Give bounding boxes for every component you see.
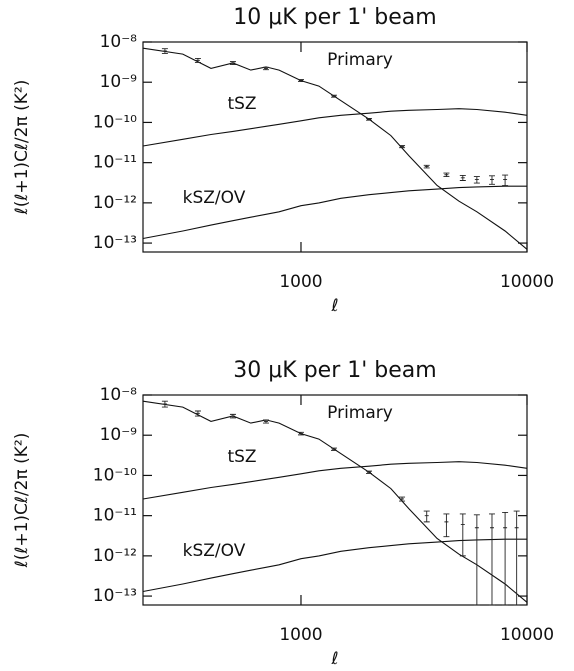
error-bar bbox=[194, 57, 201, 63]
series-label: tSZ bbox=[227, 447, 256, 467]
y-axis-label: ℓ(ℓ+1)Cℓ/2π (K²) bbox=[12, 80, 32, 216]
plot-frame bbox=[142, 394, 528, 606]
error-bar bbox=[229, 413, 236, 419]
y-tick-label: 10⁻⁸ bbox=[100, 385, 138, 405]
error-bar bbox=[331, 447, 338, 451]
y-tick-label: 10⁻¹³ bbox=[93, 233, 137, 253]
error-bar bbox=[459, 513, 466, 557]
error-bar bbox=[473, 514, 480, 606]
error-bar bbox=[443, 172, 450, 178]
series-label: kSZ/OV bbox=[183, 541, 246, 561]
y-tick-label: 10⁻¹³ bbox=[93, 586, 137, 606]
x-tick-label: 10000 bbox=[500, 272, 554, 292]
error-bar bbox=[161, 48, 168, 54]
error-bar bbox=[502, 512, 509, 606]
plot-frame bbox=[142, 41, 528, 253]
y-tick-label: 10⁻¹⁰ bbox=[93, 112, 137, 132]
error-bar bbox=[366, 470, 373, 474]
y-tick-label: 10⁻¹¹ bbox=[93, 506, 137, 526]
error-bar bbox=[161, 400, 168, 408]
error-bar bbox=[262, 66, 269, 71]
series-label: Primary bbox=[327, 50, 393, 70]
error-bar bbox=[488, 175, 495, 185]
error-bar bbox=[423, 510, 430, 523]
error-bar bbox=[194, 410, 201, 417]
error-bar bbox=[297, 79, 304, 82]
series-line bbox=[142, 400, 528, 603]
series-label: kSZ/OV bbox=[183, 188, 246, 208]
y-tick-label: 10⁻⁹ bbox=[100, 72, 138, 92]
error-bar bbox=[229, 61, 236, 65]
x-axis-label: ℓ bbox=[330, 649, 338, 669]
series-line bbox=[142, 538, 527, 593]
error-bar bbox=[423, 164, 430, 169]
error-bar bbox=[331, 94, 338, 98]
error-bar bbox=[488, 513, 495, 606]
error-bar bbox=[443, 513, 450, 538]
y-tick-label: 10⁻⁹ bbox=[100, 425, 138, 445]
panel-title: 10 μK per 1' beam bbox=[233, 5, 436, 30]
y-axis-label: ℓ(ℓ+1)Cℓ/2π (K²) bbox=[12, 433, 32, 569]
x-tick-label: 10000 bbox=[500, 625, 554, 645]
x-tick-label: 1000 bbox=[279, 272, 322, 292]
series-label: Primary bbox=[327, 403, 393, 423]
x-axis-label: ℓ bbox=[330, 296, 338, 316]
series-label: tSZ bbox=[227, 94, 256, 114]
error-bar bbox=[513, 510, 520, 606]
error-bar bbox=[366, 117, 373, 121]
series-line bbox=[142, 461, 528, 500]
series-line bbox=[142, 108, 528, 147]
error-bar bbox=[297, 431, 304, 436]
y-tick-label: 10⁻¹⁰ bbox=[93, 465, 137, 485]
error-bar bbox=[399, 145, 406, 149]
error-bar bbox=[399, 496, 406, 502]
error-bar bbox=[502, 174, 509, 186]
panel-title: 30 μK per 1' beam bbox=[233, 358, 436, 383]
y-tick-label: 10⁻¹² bbox=[93, 546, 137, 566]
y-tick-label: 10⁻⁸ bbox=[100, 32, 138, 52]
x-tick-label: 1000 bbox=[279, 625, 322, 645]
error-bar bbox=[473, 176, 480, 184]
series-line bbox=[142, 185, 527, 240]
series-line bbox=[142, 47, 528, 250]
y-tick-label: 10⁻¹¹ bbox=[93, 153, 137, 173]
y-tick-label: 10⁻¹² bbox=[93, 193, 137, 213]
error-bar bbox=[459, 175, 466, 181]
error-bar bbox=[262, 419, 269, 424]
